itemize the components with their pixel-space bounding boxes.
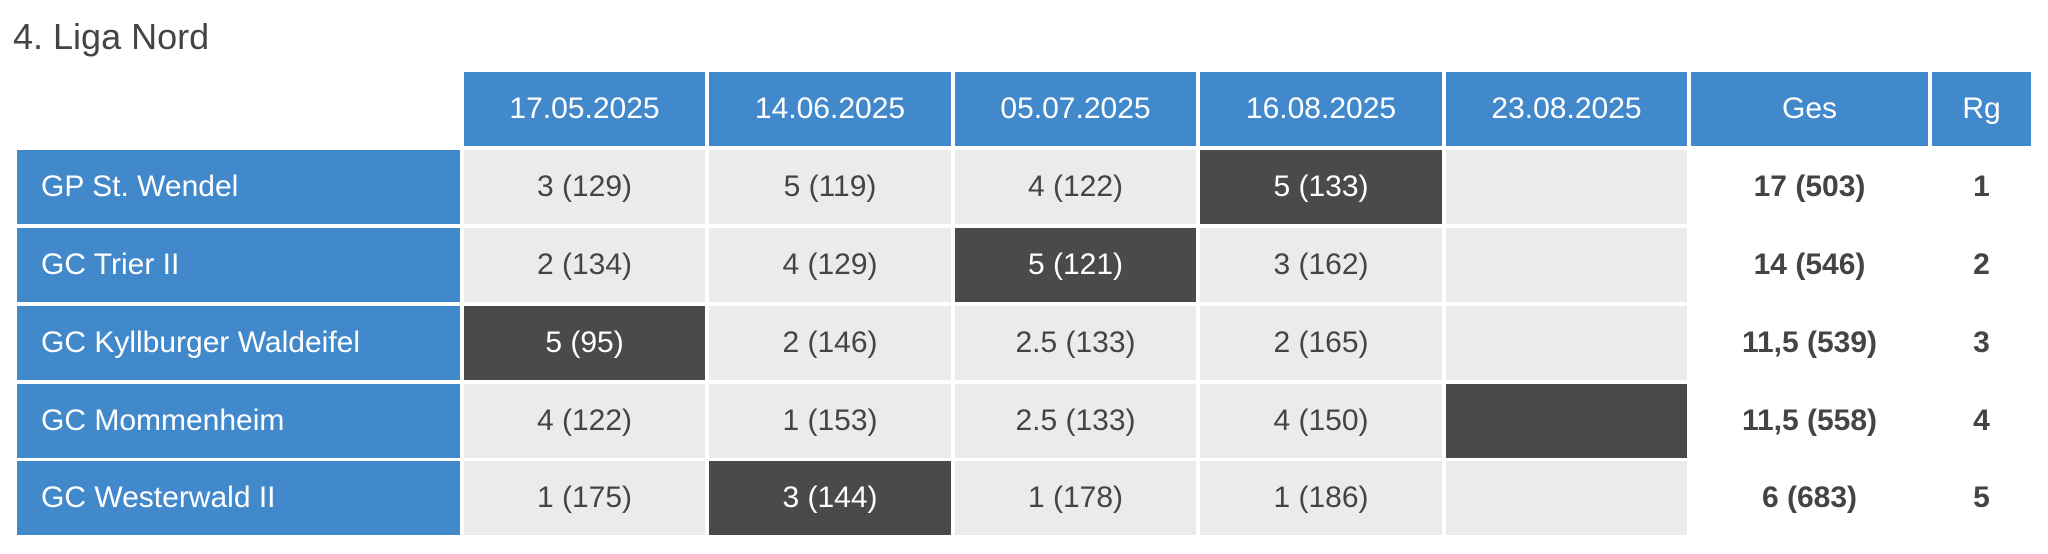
- result-cell: 3 (129): [464, 150, 705, 224]
- result-cell: 3 (162): [1200, 228, 1442, 302]
- rank-cell: 1: [1973, 170, 1990, 203]
- team-name: GC Westerwald II: [17, 461, 460, 535]
- team-name: GC Trier II: [17, 228, 460, 302]
- result-cell: 5 (95): [464, 306, 705, 380]
- result-cell: 2.5 (133): [955, 306, 1196, 380]
- result-cell: 2.5 (133): [955, 384, 1196, 458]
- result-cell: 2 (134): [464, 228, 705, 302]
- empty-cell: [1446, 228, 1687, 302]
- column-header: Rg: [1932, 72, 2031, 146]
- title: 4. Liga Nord: [13, 16, 210, 57]
- result-cell: 5 (119): [709, 150, 951, 224]
- column-header: 23.08.2025: [1446, 72, 1687, 146]
- result-cell: 1 (186): [1200, 461, 1442, 535]
- result-cell: 4 (150): [1200, 384, 1442, 458]
- rank-cell: 4: [1973, 404, 1990, 437]
- empty-cell: [1446, 150, 1687, 224]
- column-header: 14.06.2025: [709, 72, 951, 146]
- result-cell: 4 (122): [955, 150, 1196, 224]
- column-header: Ges: [1691, 72, 1928, 146]
- empty-cell: [1446, 384, 1687, 458]
- result-cell: 2 (146): [709, 306, 951, 380]
- column-header: 17.05.2025: [464, 72, 705, 146]
- result-cell: 5 (121): [955, 228, 1196, 302]
- column-header: 16.08.2025: [1200, 72, 1442, 146]
- result-cell: 4 (129): [709, 228, 951, 302]
- result-cell: 4 (122): [464, 384, 705, 458]
- result-cell: 1 (178): [955, 461, 1196, 535]
- total-cell: 6 (683): [1761, 481, 1858, 514]
- result-cell: 1 (175): [464, 461, 705, 535]
- total-cell: 17 (503): [1753, 170, 1866, 203]
- team-name: GP St. Wendel: [17, 150, 460, 224]
- rank-cell: 2: [1973, 248, 1990, 281]
- empty-cell: [1446, 306, 1687, 380]
- result-cell: 2 (165): [1200, 306, 1442, 380]
- rank-cell: 5: [1973, 481, 1990, 514]
- result-cell: 5 (133): [1200, 150, 1442, 224]
- result-cell: 1 (153): [709, 384, 951, 458]
- rank-cell: 3: [1973, 326, 1990, 359]
- empty-cell: [1446, 461, 1687, 535]
- result-cell: 3 (144): [709, 461, 951, 535]
- column-header: 05.07.2025: [955, 72, 1196, 146]
- total-cell: 14 (546): [1753, 248, 1866, 281]
- team-name: GC Mommenheim: [17, 384, 460, 458]
- team-name: GC Kyllburger Waldeifel: [17, 306, 460, 380]
- total-cell: 11,5 (539): [1741, 326, 1878, 359]
- total-cell: 11,5 (558): [1741, 404, 1878, 437]
